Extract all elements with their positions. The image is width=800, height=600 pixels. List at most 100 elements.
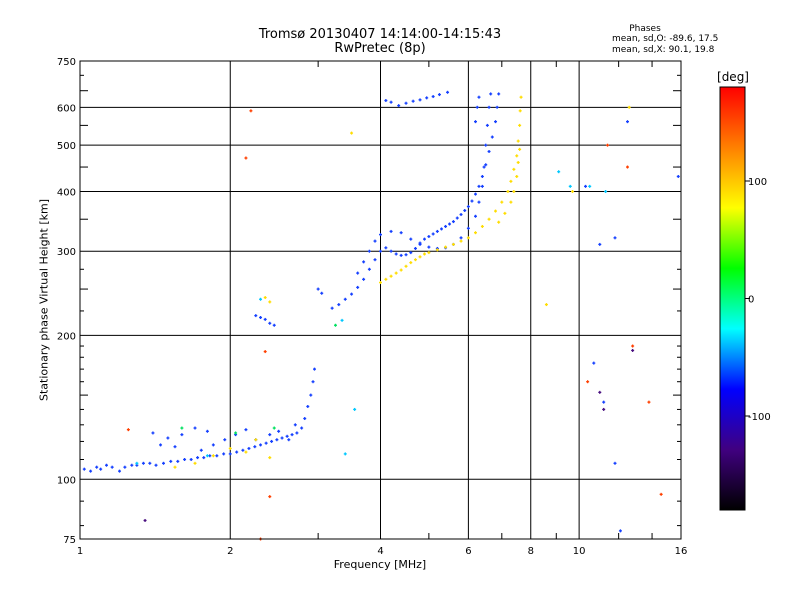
data-point (515, 174, 519, 178)
data-point (306, 404, 310, 408)
data-point (592, 361, 596, 365)
data-point (82, 467, 86, 471)
data-point (340, 318, 344, 322)
x-axis-ticks: 1 2 4 6 8 10 16 (77, 61, 687, 557)
data-point (602, 400, 606, 404)
data-point (234, 431, 238, 435)
data-point (512, 167, 516, 171)
data-point (277, 429, 281, 433)
data-point (451, 220, 455, 224)
data-point (512, 189, 516, 193)
data-point (544, 303, 548, 307)
data-point (466, 236, 470, 240)
data-point (356, 285, 360, 289)
data-point (466, 205, 470, 209)
data-point (287, 438, 291, 442)
data-point (506, 189, 510, 193)
data-point (477, 184, 481, 188)
data-point (362, 260, 366, 264)
data-point (244, 156, 248, 160)
data-point (518, 109, 522, 113)
data-point (244, 450, 248, 454)
data-point (500, 200, 504, 204)
data-point (143, 518, 147, 522)
data-point (586, 380, 590, 384)
data-point (259, 443, 263, 447)
data-point (613, 236, 617, 240)
data-point (487, 149, 491, 153)
data-point (154, 463, 158, 467)
data-point (316, 287, 320, 291)
data-point (384, 99, 388, 103)
data-point (518, 123, 522, 127)
data-point (205, 454, 209, 458)
y-tick-label: 300 (57, 247, 76, 258)
y-tick-label: 75 (63, 535, 76, 546)
chart-subtitle: RwPretec (8p) (334, 41, 426, 56)
data-point (459, 239, 463, 243)
y-axis-ticks: 75 100 200 300 400 500 600 750 (57, 57, 681, 546)
data-point (480, 174, 484, 178)
data-point (613, 461, 617, 465)
data-point (104, 463, 108, 467)
data-point (473, 214, 477, 218)
data-point (475, 105, 479, 109)
data-point (166, 436, 170, 440)
data-point (451, 242, 455, 246)
plot-frame (79, 60, 682, 540)
data-point (159, 443, 163, 447)
data-point (515, 154, 519, 158)
data-point (356, 271, 360, 275)
data-point (399, 268, 403, 272)
data-point (588, 184, 592, 188)
data-point (379, 281, 382, 285)
data-point (482, 165, 486, 169)
data-point (89, 469, 93, 473)
x-tick-label: 10 (573, 546, 586, 557)
data-point (584, 184, 588, 188)
data-point (602, 407, 606, 411)
data-point (509, 200, 513, 204)
data-point (503, 211, 507, 215)
data-point (141, 461, 145, 465)
data-point (627, 105, 631, 109)
x-axis-label: Frequency [MHz] (333, 558, 427, 571)
data-point (223, 438, 227, 442)
phases-heading: Phases (629, 24, 661, 34)
data-point (431, 95, 435, 99)
data-point (285, 434, 289, 438)
data-point (183, 457, 187, 461)
data-point (268, 433, 272, 437)
data-point (497, 220, 501, 224)
data-points (82, 90, 680, 541)
data-point (343, 452, 347, 456)
data-point (477, 95, 481, 99)
data-point (373, 258, 377, 262)
data-point (427, 245, 431, 249)
data-point (162, 461, 166, 465)
data-point (180, 433, 184, 437)
x-tick-label: 4 (377, 546, 383, 557)
colorbar-tick-label: 100 (748, 177, 767, 188)
data-point (272, 426, 276, 430)
data-point (373, 239, 377, 243)
y-tick-label: 600 (57, 103, 76, 114)
data-point (413, 246, 417, 250)
data-point (631, 344, 635, 348)
data-point (193, 426, 197, 430)
data-point (148, 461, 152, 465)
data-point (477, 200, 481, 204)
data-point (394, 271, 398, 275)
data-point (259, 297, 263, 301)
data-point (312, 367, 316, 371)
data-point (494, 209, 498, 213)
data-point (625, 165, 629, 169)
data-point (389, 249, 393, 253)
data-point (384, 246, 388, 250)
x-tick-label: 6 (465, 546, 471, 557)
data-point (193, 461, 197, 465)
data-point (484, 143, 488, 147)
data-point (444, 224, 448, 228)
colorbar-ticks: 100 0 -100 (745, 177, 771, 423)
